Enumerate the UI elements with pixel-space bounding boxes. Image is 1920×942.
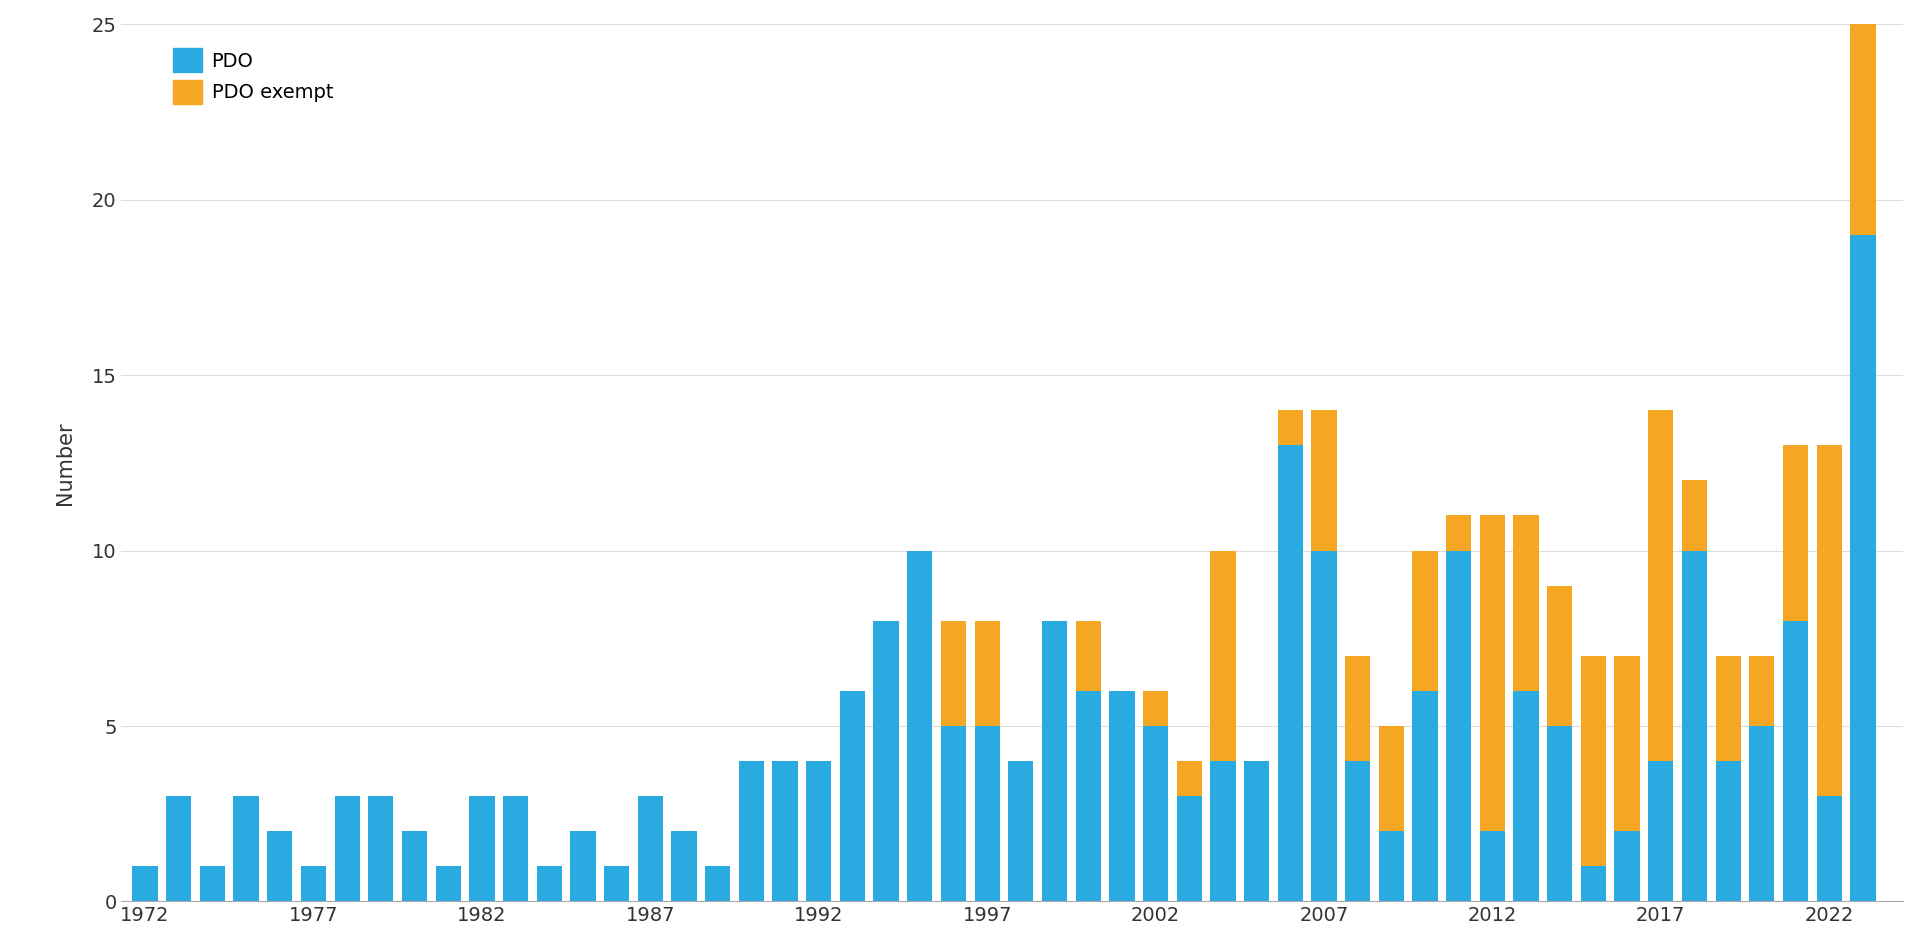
Bar <box>132 867 157 901</box>
Bar <box>536 867 563 901</box>
Bar <box>605 867 630 901</box>
Bar <box>906 550 933 901</box>
Bar <box>334 796 359 901</box>
Bar <box>1075 621 1100 690</box>
Bar <box>301 867 326 901</box>
Bar <box>1716 656 1741 761</box>
Bar <box>1311 550 1336 901</box>
Bar <box>1311 410 1336 550</box>
Bar <box>1277 410 1304 446</box>
Bar <box>772 761 797 901</box>
Bar <box>200 867 225 901</box>
Bar <box>941 621 966 726</box>
Bar <box>975 726 1000 901</box>
Bar <box>1548 586 1572 726</box>
Bar <box>1413 690 1438 901</box>
Bar <box>1682 480 1707 550</box>
Bar <box>839 690 866 901</box>
Bar <box>1210 550 1236 761</box>
Bar <box>705 867 730 901</box>
Bar <box>941 726 966 901</box>
Bar <box>806 761 831 901</box>
Bar <box>1784 621 1809 901</box>
Bar <box>1580 867 1605 901</box>
Bar <box>1277 446 1304 901</box>
Bar <box>1075 690 1100 901</box>
Bar <box>874 621 899 901</box>
Bar <box>267 831 292 901</box>
Bar <box>1346 761 1371 901</box>
Bar <box>1379 831 1404 901</box>
Bar <box>1851 235 1876 901</box>
Bar <box>167 796 192 901</box>
Bar <box>739 761 764 901</box>
Bar <box>401 831 426 901</box>
Bar <box>1615 831 1640 901</box>
Bar <box>1110 690 1135 901</box>
Bar <box>1346 656 1371 761</box>
Bar <box>1480 831 1505 901</box>
Bar <box>1142 726 1167 901</box>
Bar <box>1446 550 1471 901</box>
Bar <box>1816 446 1841 796</box>
Bar <box>1851 24 1876 235</box>
Bar <box>637 796 662 901</box>
Bar <box>1142 690 1167 726</box>
Bar <box>1682 550 1707 901</box>
Bar <box>503 796 528 901</box>
Bar <box>1043 621 1068 901</box>
Bar <box>1580 656 1605 867</box>
Bar <box>1513 515 1538 690</box>
Bar <box>1784 446 1809 621</box>
Bar <box>468 796 495 901</box>
Bar <box>1816 796 1841 901</box>
Legend: PDO, PDO exempt: PDO, PDO exempt <box>167 42 340 109</box>
Bar <box>1513 690 1538 901</box>
Bar <box>1379 726 1404 831</box>
Bar <box>1749 726 1774 901</box>
Bar <box>1480 515 1505 831</box>
Bar <box>369 796 394 901</box>
Bar <box>975 621 1000 726</box>
Y-axis label: Number: Number <box>56 421 75 505</box>
Bar <box>1446 515 1471 550</box>
Bar <box>1210 761 1236 901</box>
Bar <box>234 796 259 901</box>
Bar <box>570 831 595 901</box>
Bar <box>1716 761 1741 901</box>
Bar <box>1008 761 1033 901</box>
Bar <box>1413 550 1438 690</box>
Bar <box>1177 761 1202 796</box>
Bar <box>1647 410 1674 761</box>
Bar <box>436 867 461 901</box>
Bar <box>1647 761 1674 901</box>
Bar <box>672 831 697 901</box>
Bar <box>1615 656 1640 831</box>
Bar <box>1244 761 1269 901</box>
Bar <box>1749 656 1774 726</box>
Bar <box>1177 796 1202 901</box>
Bar <box>1548 726 1572 901</box>
